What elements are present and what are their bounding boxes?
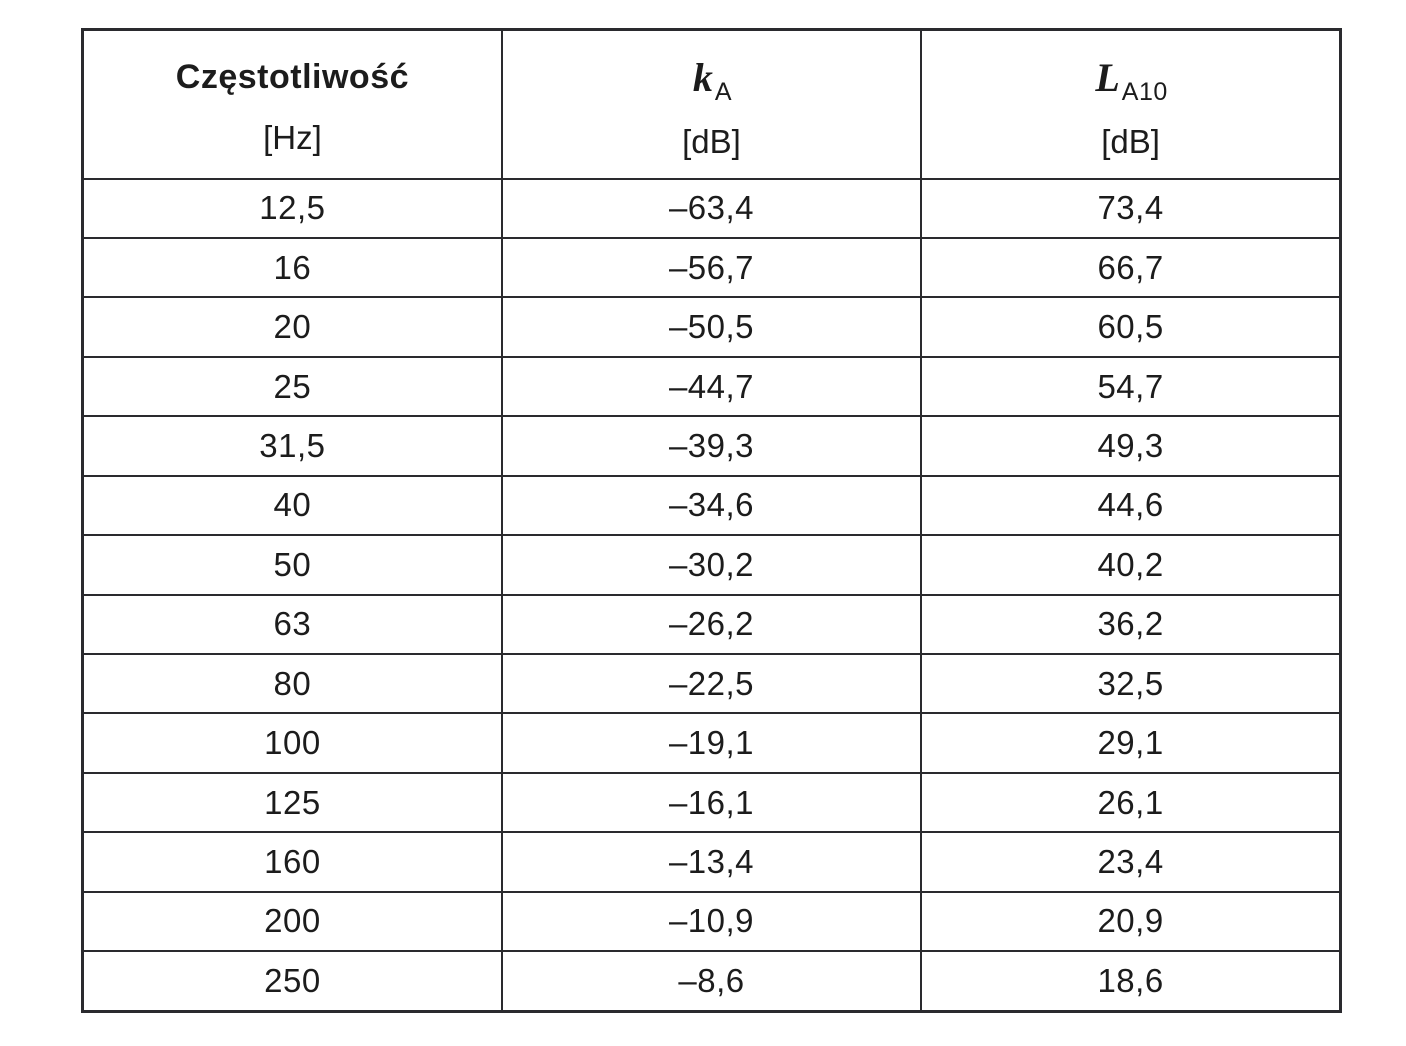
cell-la10: 29,1 (920, 712, 1342, 774)
cell-la10: 66,7 (920, 236, 1342, 299)
acoustics-correction-table: Częstotliwość [Hz] kA [dB] LA10 [dB] 12,… (81, 28, 1342, 1013)
cell-frequency: 100 (81, 712, 503, 774)
cell-la10: 18,6 (920, 950, 1342, 1013)
cell-ka: –34,6 (500, 474, 923, 537)
cell-ka: –8,6 (500, 950, 923, 1013)
la10-header-unit: [dB] (1101, 122, 1160, 160)
cell-frequency: 80 (81, 652, 503, 715)
cell-frequency: 125 (81, 771, 503, 834)
cell-la10: 26,1 (920, 771, 1342, 834)
table-row: 16 –56,7 66,7 (81, 236, 1342, 299)
cell-la10: 32,5 (920, 652, 1342, 715)
cell-la10: 49,3 (920, 415, 1342, 477)
cell-la10: 20,9 (920, 890, 1342, 953)
cell-ka: –10,9 (500, 890, 923, 953)
acoustics-correction-table-wrap: Częstotliwość [Hz] kA [dB] LA10 [dB] 12,… (81, 28, 1342, 1013)
table-row: 80 –22,5 32,5 (81, 652, 1342, 715)
cell-frequency: 31,5 (81, 415, 503, 477)
cell-ka: –56,7 (500, 236, 923, 299)
table-row: 12,5 –63,4 73,4 (81, 177, 1342, 239)
cell-la10: 73,4 (920, 177, 1342, 239)
la10-subscript: A10 (1121, 77, 1168, 106)
cell-frequency: 250 (81, 950, 503, 1013)
frequency-header-unit: [Hz] (263, 118, 322, 156)
la10-symbol: L (1095, 54, 1120, 100)
cell-frequency: 40 (81, 474, 503, 537)
cell-frequency: 12,5 (81, 177, 503, 239)
cell-la10: 36,2 (920, 593, 1342, 656)
cell-ka: –26,2 (500, 593, 923, 656)
ka-subscript: A (714, 77, 733, 106)
ka-header-title: kA (503, 54, 920, 106)
table-row: 160 –13,4 23,4 (81, 831, 1342, 893)
table-row: 63 –26,2 36,2 (81, 593, 1342, 656)
table-header: Częstotliwość [Hz] kA [dB] LA10 [dB] (81, 28, 1342, 180)
cell-la10: 60,5 (920, 296, 1342, 358)
header-row: Częstotliwość [Hz] kA [dB] LA10 [dB] (81, 28, 1342, 180)
cell-la10: 54,7 (920, 355, 1342, 418)
cell-ka: –13,4 (500, 831, 923, 893)
cell-ka: –44,7 (500, 355, 923, 418)
la10-header-title: LA10 (922, 54, 1339, 106)
cell-ka: –50,5 (500, 296, 923, 358)
ka-symbol: k (692, 54, 713, 100)
cell-frequency: 16 (81, 236, 503, 299)
cell-ka: –63,4 (500, 177, 923, 239)
table-row: 40 –34,6 44,6 (81, 474, 1342, 537)
column-header-frequency: Częstotliwość [Hz] (81, 28, 503, 180)
cell-ka: –39,3 (500, 415, 923, 477)
column-header-la10: LA10 [dB] (920, 28, 1342, 180)
ka-header-unit: [dB] (682, 122, 741, 160)
cell-ka: –19,1 (500, 712, 923, 774)
cell-ka: –30,2 (500, 534, 923, 596)
table-row: 25 –44,7 54,7 (81, 355, 1342, 418)
cell-la10: 23,4 (920, 831, 1342, 893)
column-header-ka: kA [dB] (500, 28, 923, 180)
cell-ka: –16,1 (500, 771, 923, 834)
table-row: 250 –8,6 18,6 (81, 950, 1342, 1013)
cell-frequency: 25 (81, 355, 503, 418)
table-row: 20 –50,5 60,5 (81, 296, 1342, 358)
table-body: 12,5 –63,4 73,4 16 –56,7 66,7 20 –50,5 60,5 25 –44… (81, 177, 1342, 1013)
cell-ka: –22,5 (500, 652, 923, 715)
cell-la10: 44,6 (920, 474, 1342, 537)
table-row: 31,5 –39,3 49,3 (81, 415, 1342, 477)
cell-frequency: 50 (81, 534, 503, 596)
table-row: 125 –16,1 26,1 (81, 771, 1342, 834)
frequency-header-title: Częstotliwość (175, 57, 410, 96)
cell-frequency: 20 (81, 296, 503, 358)
cell-la10: 40,2 (920, 534, 1342, 596)
cell-frequency: 200 (81, 890, 503, 953)
table-row: 200 –10,9 20,9 (81, 890, 1342, 953)
cell-frequency: 63 (81, 593, 503, 656)
table-row: 100 –19,1 29,1 (81, 712, 1342, 774)
table-row: 50 –30,2 40,2 (81, 534, 1342, 596)
cell-frequency: 160 (81, 831, 503, 893)
